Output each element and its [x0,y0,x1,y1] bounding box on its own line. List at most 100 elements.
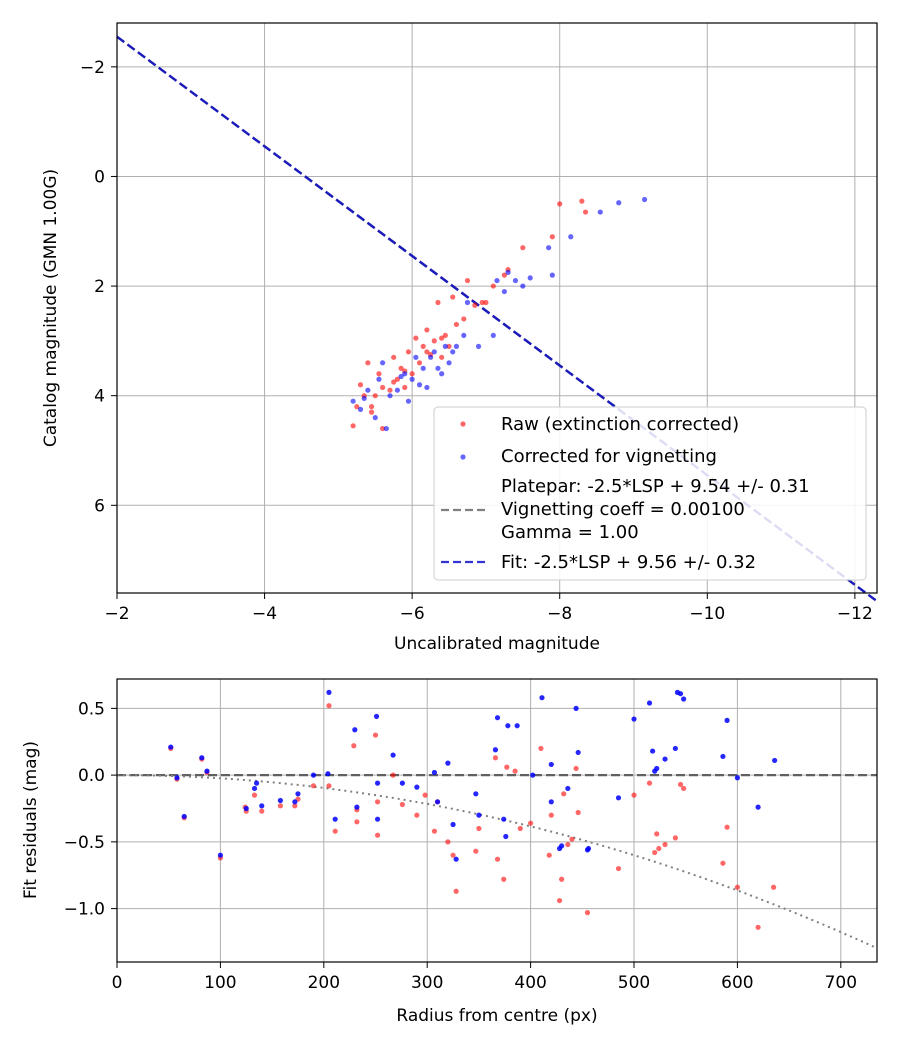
corrected-point [380,360,386,366]
raw-residual-point [351,743,357,749]
raw-residual-point [546,852,552,858]
corrected-point [435,365,441,371]
raw-point [483,299,489,306]
corrected-point [427,354,434,360]
raw-residual-point [292,803,298,809]
corrected-residual-point [243,805,249,812]
raw-residual-point [422,792,428,798]
corrected-residual-point [662,756,668,762]
corrected-point [413,354,419,360]
top-x-tick-label: −12 [837,604,873,624]
raw-residual-point [259,808,265,814]
raw-residual-point [573,765,579,772]
raw-residual-point [681,785,687,792]
raw-point [424,327,430,333]
raw-point [464,277,471,284]
corrected-point [365,387,371,393]
top-x-axis-label: Uncalibrated magnitude [394,634,600,654]
top-x-tick-label: −10 [689,604,725,624]
bottom-x-tick-label: 300 [411,973,443,993]
corrected-residual-point [755,804,761,810]
legend-label-raw: Raw (extinction corrected) [501,414,739,435]
raw-residual-point [720,860,726,866]
raw-residual-point [538,745,544,752]
raw-residual-point [654,831,660,837]
corrected-residual-point [654,765,660,772]
bottom-y-tick-label: 0.0 [78,766,105,786]
top-x-tick-label: −4 [252,604,277,624]
raw-residual-point [565,841,571,848]
raw-point [368,404,375,410]
corrected-point [616,200,622,206]
raw-residual-point [374,832,381,838]
raw-residual-point [414,812,420,818]
legend-label-fit: Fit: -2.5*LSP + 9.56 +/- 0.32 [501,552,756,573]
corrected-residual-point [259,803,265,809]
raw-point [431,338,437,344]
corrected-residual-point [677,691,684,697]
corrected-point [409,376,415,382]
corrected-point [527,275,533,281]
raw-residual-point [770,884,777,890]
top-x-tick-label: −6 [400,604,425,624]
bottom-x-axis-label: Radius from centre (px) [396,1006,597,1026]
top-ticks: −2 −4 −6 −8 −10 −12 −2 0 2 4 6 [80,58,873,624]
corrected-point [383,425,389,432]
bottom-x-tick-label: 100 [204,973,236,993]
corrected-residual-point [332,816,338,822]
raw-residual-point [575,809,581,816]
corrected-point [446,360,452,366]
corrected-residual-point [445,760,451,766]
corrected-residual-point [548,761,554,768]
corrected-residual-point [720,753,726,760]
raw-residual-point [445,839,451,845]
bottom-x-tick-label: 500 [618,973,650,993]
top-axes-frame [116,22,878,594]
corrected-point [549,272,555,278]
corrected-residual-point [434,799,441,805]
raw-point [350,423,356,429]
raw-point [391,379,397,385]
corrected-point [475,343,482,349]
raw-residual-point [501,876,507,882]
corrected-residual-point [217,852,224,858]
top-y-tick-label: −2 [80,58,105,78]
corrected-residual-point [374,816,381,822]
legend-label-corrected: Corrected for vignetting [501,446,717,467]
raw-residual-point [390,772,396,778]
corrected-residual-point [530,772,536,778]
top-y-axis-label: Catalog magnitude (GMN 1.00G) [41,169,61,447]
residuals-plot: 0 100 200 300 400 500 600 700 0.5 0.0 −0.5 −1.0 Rad… [21,678,878,1026]
corrected-point [490,332,496,339]
raw-point [424,349,430,355]
corrected-point [464,299,471,306]
bottom-y-tick-label: 0.5 [78,699,105,719]
raw-residual-point [528,820,534,826]
raw-point [391,354,397,360]
raw-point [520,245,526,251]
corrected-point [402,371,408,377]
raw-residual-point [652,849,658,856]
raw-point [446,343,452,349]
corrected-residual-point [724,717,730,723]
corrected-point [416,382,423,388]
raw-point [435,299,441,306]
raw-point [394,376,400,382]
corrected-point [350,398,356,404]
raw-residual-point [631,792,637,798]
corrected-residual-point [326,689,332,695]
corrected-residual-point [681,696,687,702]
raw-point [582,209,589,215]
corrected-residual-point [373,713,380,719]
top-x-tick-label: −8 [547,604,572,624]
corrected-point [431,349,437,355]
bottom-x-tick-label: 200 [308,973,340,993]
corrected-residual-point [251,785,258,792]
legend-box [433,406,867,581]
top-y-tick-label: 6 [94,496,105,516]
corrected-residual-point [514,723,520,729]
corrected-point [394,387,400,393]
raw-residual-point [372,732,379,738]
corrected-residual-point [295,791,301,797]
